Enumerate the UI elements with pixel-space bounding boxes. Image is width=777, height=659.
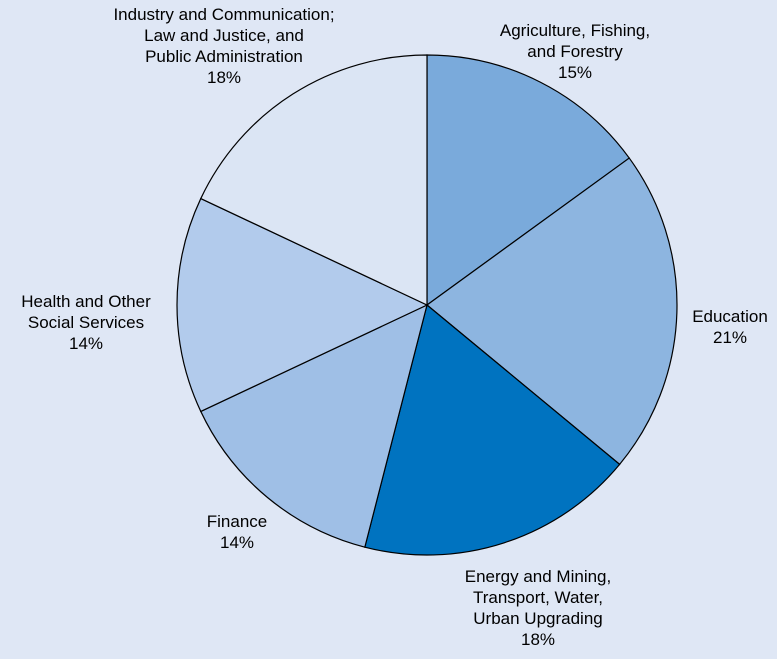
- slice-label-line: Education: [692, 307, 768, 326]
- pie-slices: [176, 54, 678, 556]
- slice-label-line: Health and Other: [21, 292, 151, 311]
- slice-label-line: Agriculture, Fishing,: [500, 21, 650, 40]
- slice-percent: 14%: [69, 334, 103, 353]
- pie-slice-3: [199, 303, 428, 548]
- slice-percent: 14%: [220, 533, 254, 552]
- slice-label-3: Finance 14%: [207, 512, 267, 552]
- pie-slice-4: [176, 197, 429, 413]
- slice-label-line: and Forestry: [527, 42, 623, 61]
- slice-label-1: Education 21%: [692, 307, 768, 347]
- slice-label-line: Social Services: [28, 313, 144, 332]
- slice-percent: 18%: [521, 630, 555, 649]
- pie-slice-0: [426, 54, 631, 307]
- pie-slice-5: [199, 54, 428, 306]
- slice-label-4: Health and Other Social Services 14%: [21, 292, 151, 353]
- slice-label-line: Industry and Communication;: [113, 5, 334, 24]
- slice-percent: 18%: [207, 68, 241, 87]
- slice-label-line: Transport, Water,: [473, 588, 603, 607]
- slice-percent: 15%: [558, 63, 592, 82]
- slice-percent: 21%: [713, 328, 747, 347]
- pie-slice-2: [364, 303, 621, 556]
- pie-labels: Agriculture, Fishing, and Forestry 15% Educ…: [21, 5, 768, 649]
- slice-label-2: Energy and Mining, Transport, Water, Urban…: [465, 567, 611, 649]
- slice-label-line: Public Administration: [145, 47, 303, 66]
- slice-label-line: Law and Justice, and: [144, 26, 304, 45]
- slice-label-line: Energy and Mining,: [465, 567, 611, 586]
- pie-slice-1: [426, 157, 678, 466]
- slice-label-line: Urban Upgrading: [473, 609, 602, 628]
- slice-label-0: Agriculture, Fishing, and Forestry 15%: [500, 21, 650, 82]
- slice-label-line: Finance: [207, 512, 267, 531]
- slice-label-5: Industry and Communication; Law and Justi…: [113, 5, 334, 87]
